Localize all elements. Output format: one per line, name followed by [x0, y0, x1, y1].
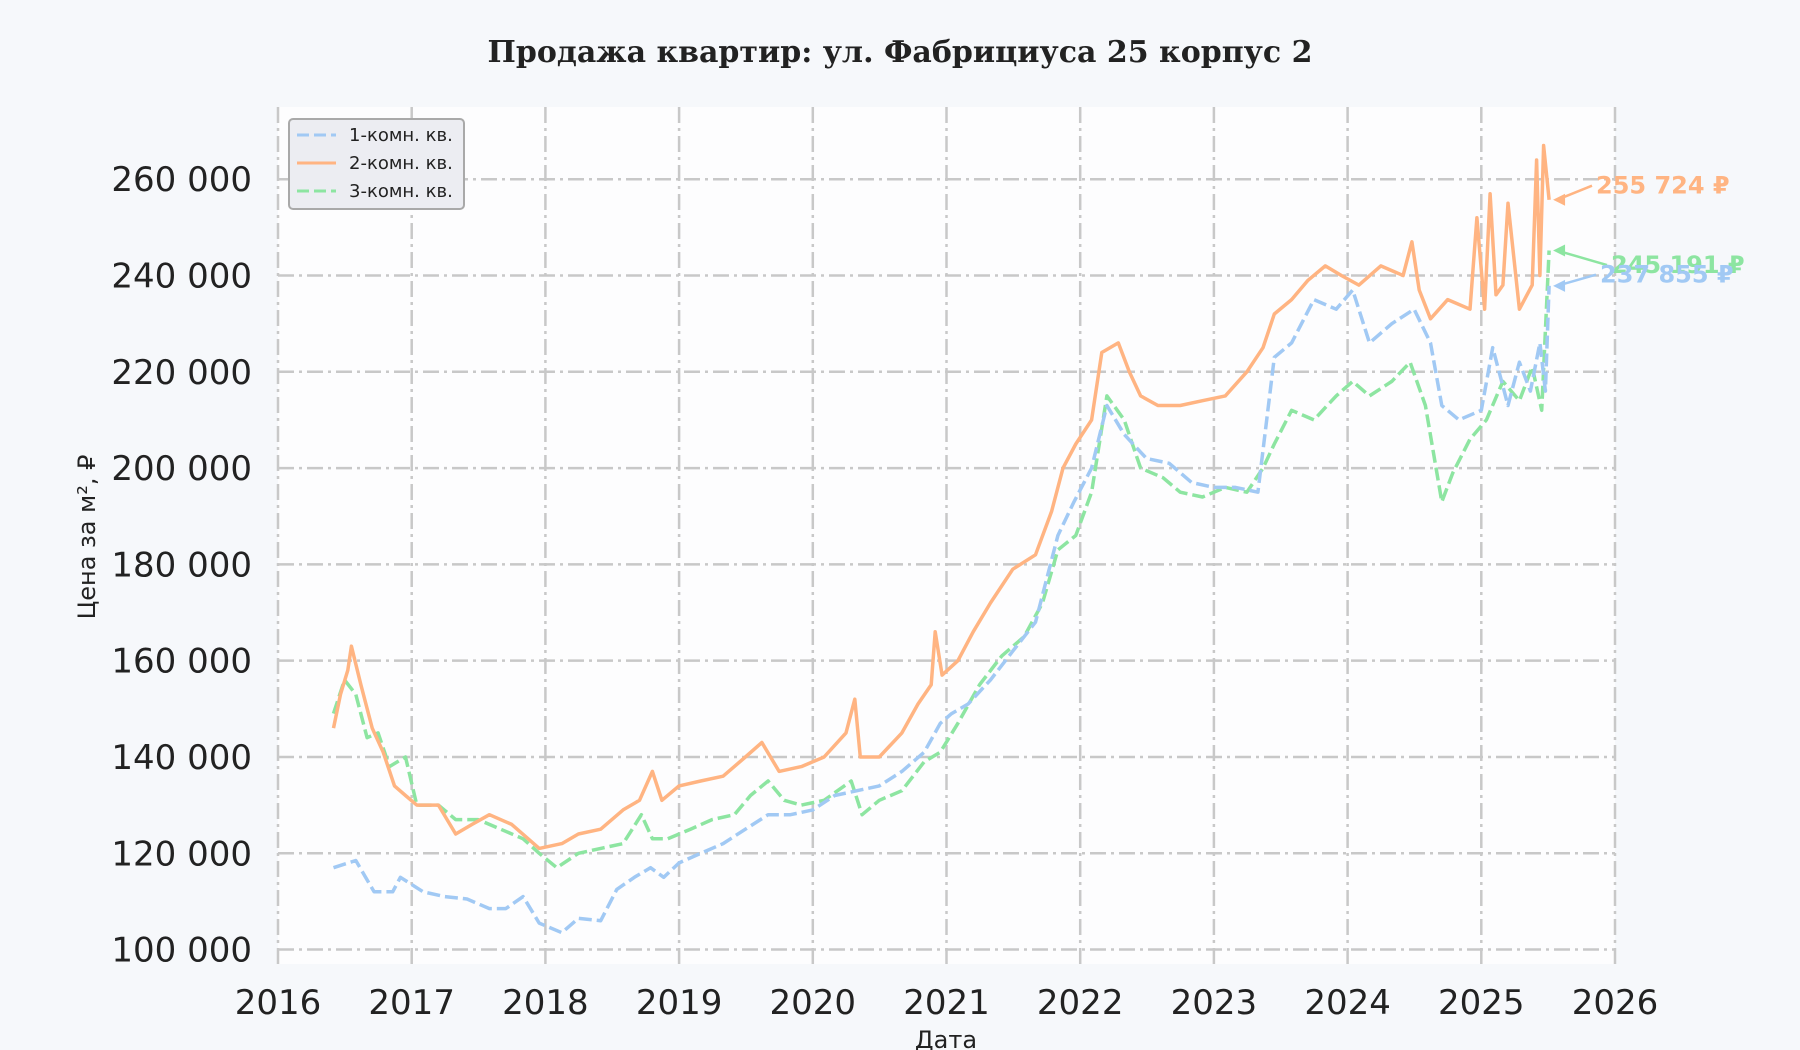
- y-tick-label: 160 000: [111, 642, 252, 682]
- x-tick-label: 2018: [502, 983, 589, 1023]
- chart-title: Продажа квартир: ул. Фабрициуса 25 корпу…: [488, 35, 1313, 70]
- end-value-label: 245 191 ₽: [1611, 251, 1745, 279]
- end-value-label: 237 855 ₽: [1600, 261, 1734, 289]
- y-tick-label: 180 000: [111, 545, 252, 585]
- end-annotations: 245 191 ₽237 855 ₽ 255 724 ₽: [1553, 172, 1745, 292]
- x-tick-label: 2026: [1572, 983, 1659, 1023]
- y-axis-label: Цена за м², ₽: [73, 455, 101, 620]
- x-tick-label: 2019: [636, 983, 723, 1023]
- x-tick-label: 2017: [368, 983, 455, 1023]
- legend-label: 2-комн. кв.: [349, 153, 453, 174]
- x-axis-label: Дата: [915, 1026, 977, 1050]
- y-tick-label: 140 000: [111, 738, 252, 778]
- x-tick-label: 2021: [903, 983, 990, 1023]
- legend-box: [288, 118, 465, 210]
- annotation-arrow: [1556, 249, 1608, 267]
- series-line-2: [331, 143, 1551, 851]
- end-value-label: 255 724 ₽: [1596, 172, 1730, 200]
- legend-label: 3-комн. кв.: [349, 181, 453, 202]
- y-tick-label: 240 000: [111, 257, 252, 297]
- x-tick-label: 2025: [1438, 983, 1525, 1023]
- annotation-arrowhead: [1553, 244, 1566, 257]
- x-axis-ticks: 2016 2017 2018 2019 2020 2021 2022 2023 2024 2025…: [235, 983, 1659, 1023]
- series-lines: [331, 143, 1551, 935]
- y-tick-label: 260 000: [111, 160, 252, 200]
- x-tick-label: 2016: [235, 983, 322, 1023]
- y-tick-label: 120 000: [111, 834, 252, 874]
- legend: 1-комн. кв. 2-комн. кв. 3-комн. кв.: [288, 118, 465, 210]
- y-axis-ticks: 100 000 120 000 140 000 160 000 180 000 200 0…: [111, 160, 252, 970]
- series-line-3: [331, 250, 1551, 870]
- x-tick-label: 2022: [1037, 983, 1124, 1023]
- x-tick-label: 2024: [1304, 983, 1391, 1023]
- x-tick-label: 2020: [770, 983, 857, 1023]
- grid: [276, 107, 1617, 964]
- x-tick-label: 2023: [1171, 983, 1258, 1023]
- annotation-arrowhead: [1553, 193, 1566, 206]
- legend-label: 1-комн. кв.: [349, 125, 453, 146]
- series-line-1: [332, 285, 1551, 935]
- y-tick-label: 220 000: [111, 353, 252, 393]
- y-tick-label: 200 000: [111, 449, 252, 489]
- y-tick-label: 100 000: [111, 931, 252, 971]
- annotation-arrowhead: [1553, 279, 1566, 292]
